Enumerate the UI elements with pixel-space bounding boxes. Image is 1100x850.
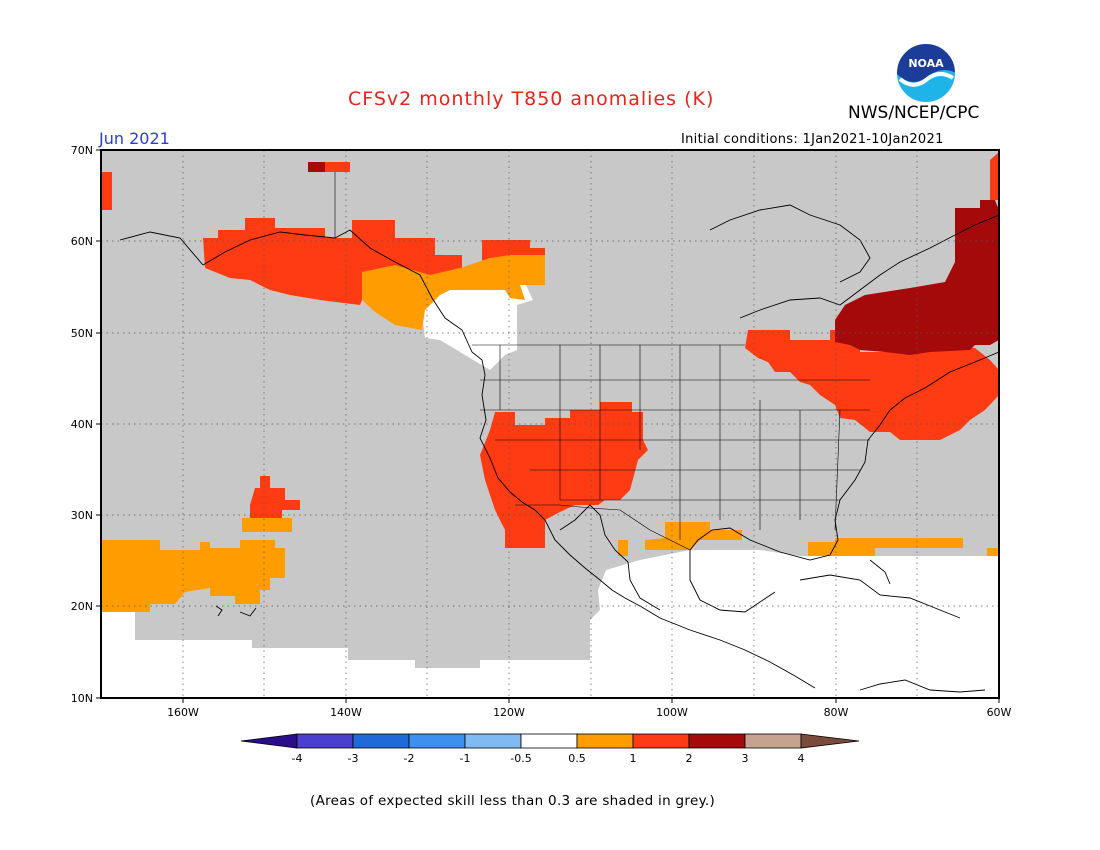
colorbar-label: 3 (742, 752, 749, 765)
anomaly-region-hawaii-north-red (250, 476, 300, 518)
colorbar-label: 2 (686, 752, 693, 765)
colorbar-label: -3 (348, 752, 359, 765)
colorbar-label: -2 (404, 752, 415, 765)
lat-tick-label: 30N (71, 509, 93, 522)
lon-tick-label: 80W (824, 706, 849, 719)
lon-tick-label: 120W (493, 706, 525, 719)
anomaly-region-hawaii-north-orange (242, 518, 292, 532)
colorbar-box (464, 733, 522, 749)
lat-tick-label: 10N (71, 692, 93, 705)
anomaly-region-florida-band (808, 538, 963, 556)
skill-footnote: (Areas of expected skill less than 0.3 a… (310, 793, 716, 809)
anomaly-region-bc-coast (362, 255, 545, 330)
colorbar-label: -4 (292, 752, 303, 765)
colorbar-label: 4 (798, 752, 805, 765)
anomaly-region-alaska-north-2 (325, 162, 350, 172)
colorbar: -4 -3 -2 -1 -0.5 0.5 1 2 3 4 (240, 733, 860, 765)
lon-tick-label: 140W (330, 706, 362, 719)
lat-tick-label: 20N (71, 600, 93, 613)
anomaly-region-gulf-band (645, 522, 742, 550)
initial-conditions: Initial conditions: 1Jan2021-10Jan2021 (681, 132, 944, 147)
colorbar-label: -1 (460, 752, 471, 765)
latitude-axis: 70N 60N 50N 40N 30N 20N 10N (71, 144, 101, 705)
colorbar-box (520, 733, 578, 749)
svg-text:NOAA: NOAA (908, 57, 944, 70)
anomaly-region-edge-nw (101, 172, 112, 210)
colorbar-label: 0.5 (568, 752, 586, 765)
colorbar-box (576, 733, 634, 749)
political-borders (334, 172, 870, 551)
anomaly-region-texas-spot (618, 540, 628, 556)
lat-tick-label: 50N (71, 327, 93, 340)
lon-tick-label: 160W (167, 706, 199, 719)
anomaly-region-quebec (835, 200, 999, 355)
anomaly-region-northeast (745, 330, 999, 440)
forecast-month: Jun 2021 (99, 129, 170, 148)
anomaly-region-alaska (203, 218, 545, 305)
colorbar-label: 1 (630, 752, 637, 765)
map-area (101, 150, 999, 698)
colorbar-arrow-high (800, 733, 860, 749)
colorbar-box (408, 733, 466, 749)
coastlines (119, 204, 999, 693)
map-title: CFSv2 monthly T850 anomalies (K) (348, 88, 715, 110)
lon-tick-label: 100W (656, 706, 688, 719)
lat-tick-label: 40N (71, 418, 93, 431)
anomaly-region-alaska-north (308, 162, 325, 172)
colorbar-box (352, 733, 410, 749)
colorbar-box (632, 733, 690, 749)
colorbar-box (296, 733, 354, 749)
longitude-axis: 160W 140W 120W 100W 80W 60W (167, 698, 1012, 719)
anomaly-region-hawaii-subtropics (101, 540, 285, 612)
lon-tick-label: 60W (987, 706, 1012, 719)
colorbar-box (688, 733, 746, 749)
tropical-white-region (101, 550, 999, 698)
anomaly-region-labrador-edge (990, 152, 999, 200)
lat-lon-grid (101, 150, 999, 698)
colorbar-label: -0.5 (510, 752, 531, 765)
noaa-logo: NOAA (895, 42, 957, 104)
lat-tick-label: 60N (71, 235, 93, 248)
pacific-northwest-white (420, 283, 533, 370)
org-label: NWS/NCEP/CPC (848, 103, 980, 123)
anomaly-region-us-southwest (480, 402, 648, 548)
colorbar-arrow-low (240, 733, 298, 749)
lat-tick-label: 70N (71, 144, 93, 157)
colorbar-box (744, 733, 802, 749)
anomaly-region-atlantic-edge (987, 548, 999, 556)
